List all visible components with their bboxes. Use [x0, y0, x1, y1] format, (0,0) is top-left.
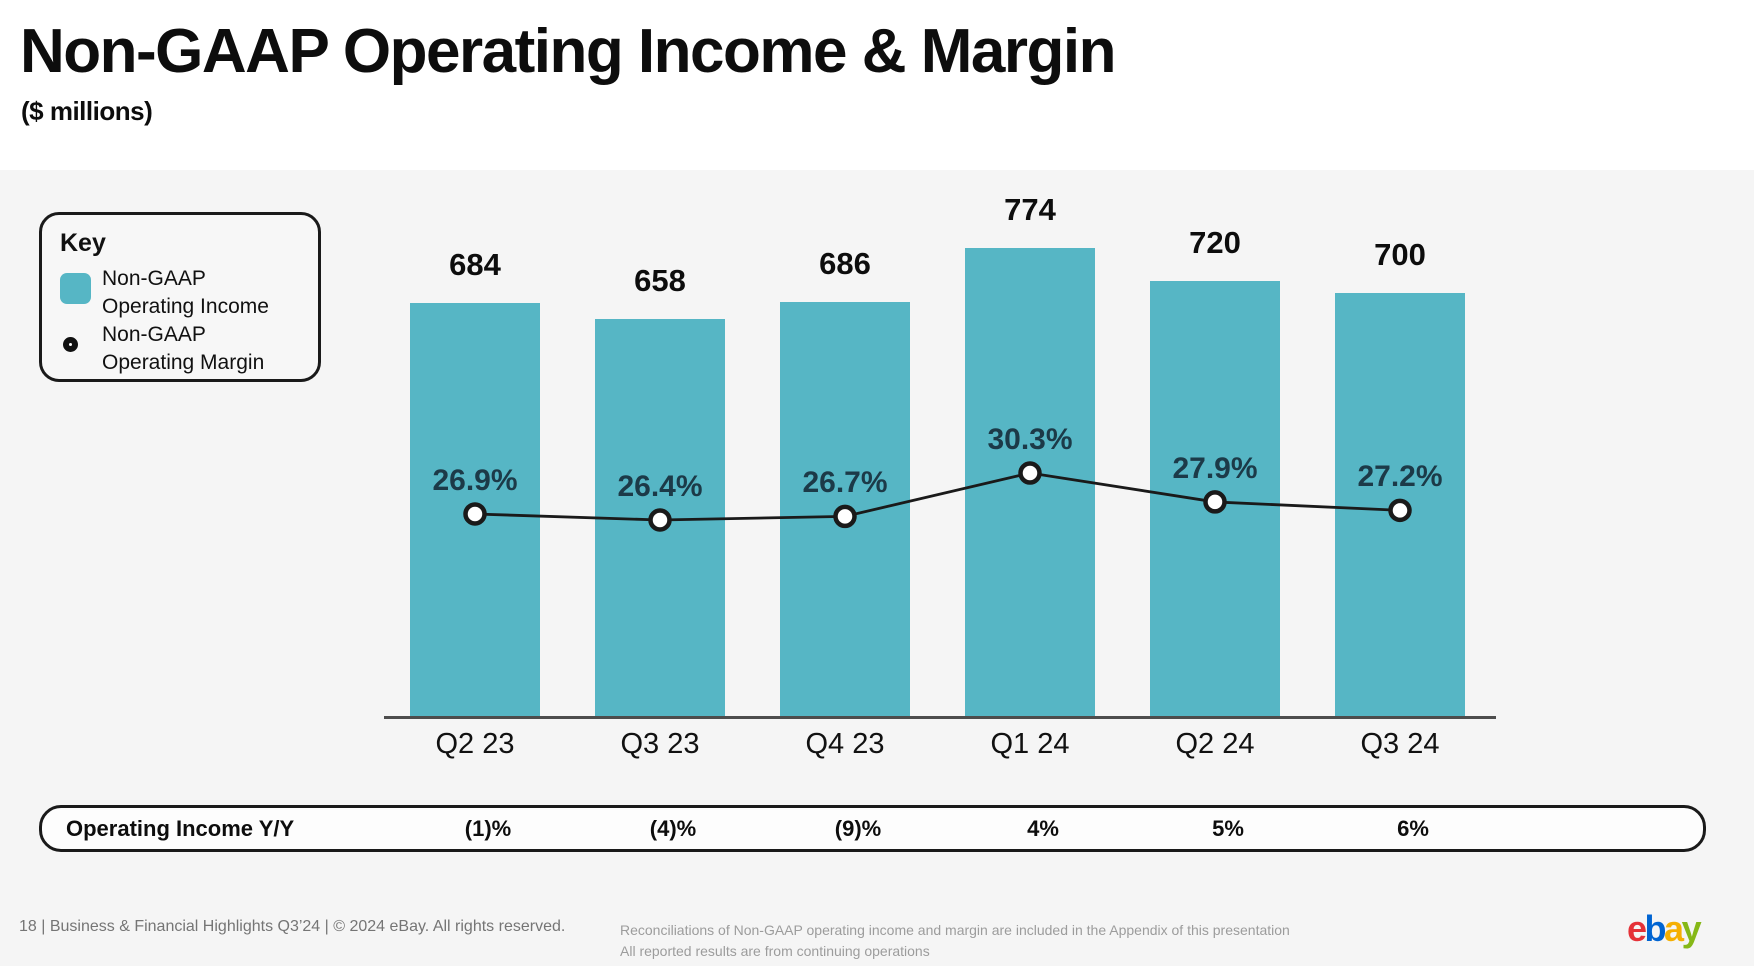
x-axis-label: Q4 23: [805, 728, 885, 760]
margin-value-label: 26.7%: [802, 466, 888, 500]
legend-margin-line2: Operating Margin: [102, 351, 265, 374]
yoy-value: 6%: [1397, 816, 1429, 841]
yoy-table-row: Operating Income Y/Y (1)% (4)% (9)% 4% 5% 6%: [39, 805, 1706, 852]
legend-margin-label: Non-GAAP Operating Margin: [102, 321, 264, 377]
yoy-row-label: Operating Income Y/Y: [66, 816, 295, 841]
margin-value-label: 27.2%: [1357, 460, 1443, 494]
ebay-logo: ebay: [1627, 908, 1702, 950]
legend-box: Key Non-GAAP Operating Income Non-GAAP O…: [39, 212, 321, 382]
legend-income-label: Non-GAAP Operating Income: [102, 265, 269, 321]
yoy-value: (1)%: [464, 816, 512, 841]
yoy-value: 5%: [1212, 816, 1244, 841]
margin-value-label: 27.9%: [1172, 451, 1258, 485]
slide-header: Non-GAAP Operating Income & Margin ($ mi…: [0, 0, 1754, 170]
ebay-logo-letter: e: [1627, 908, 1647, 949]
legend-income-line2: Operating Income: [102, 295, 269, 318]
footer-disclaimer-line1: Reconciliations of Non-GAAP operating in…: [620, 922, 1290, 938]
income-bar: [410, 303, 540, 717]
footer-disclaimer-line2: All reported results are from continuing…: [620, 943, 930, 959]
x-axis-line: [384, 716, 1496, 719]
x-axis-label: Q3 23: [620, 728, 700, 760]
yoy-value: (4)%: [649, 816, 697, 841]
income-value-label: 720: [1189, 225, 1241, 260]
page-title: Non-GAAP Operating Income & Margin: [20, 17, 1116, 86]
legend-margin-line1: Non-GAAP: [102, 323, 206, 346]
margin-value-label: 26.9%: [432, 463, 518, 497]
income-bar: [1335, 293, 1465, 717]
margin-value-label: 26.4%: [617, 470, 703, 503]
legend-income-line1: Non-GAAP: [102, 267, 206, 290]
income-swatch-icon: [60, 273, 91, 304]
x-axis-label: Q1 24: [990, 728, 1070, 760]
ebay-logo-letter: y: [1681, 908, 1702, 949]
ebay-logo-letter: b: [1644, 908, 1667, 949]
x-axis-label: Q3 24: [1360, 728, 1440, 760]
yoy-value: (9)%: [834, 816, 882, 841]
income-value-label: 774: [1004, 192, 1056, 227]
income-bar: [965, 248, 1095, 717]
page-subtitle: ($ millions): [21, 96, 153, 126]
ebay-logo-letter: a: [1664, 908, 1684, 949]
legend-heading: Key: [60, 229, 106, 257]
income-value-label: 684: [449, 247, 501, 282]
income-value-label: 686: [819, 246, 871, 281]
income-bar: [595, 319, 725, 717]
income-value-label: 700: [1374, 237, 1426, 272]
income-bar: [780, 302, 910, 717]
footer-disclaimer: Reconciliations of Non-GAAP operating in…: [620, 920, 1290, 962]
x-axis-label: Q2 23: [435, 728, 515, 760]
footer-page-info: 18 | Business & Financial Highlights Q3’…: [19, 918, 566, 935]
x-axis-label: Q2 24: [1175, 728, 1255, 760]
yoy-value: 4%: [1027, 816, 1059, 841]
income-bar: [1150, 281, 1280, 717]
margin-marker-icon: [63, 337, 78, 352]
income-value-label: 658: [634, 263, 686, 298]
margin-value-label: 30.3%: [987, 423, 1073, 456]
